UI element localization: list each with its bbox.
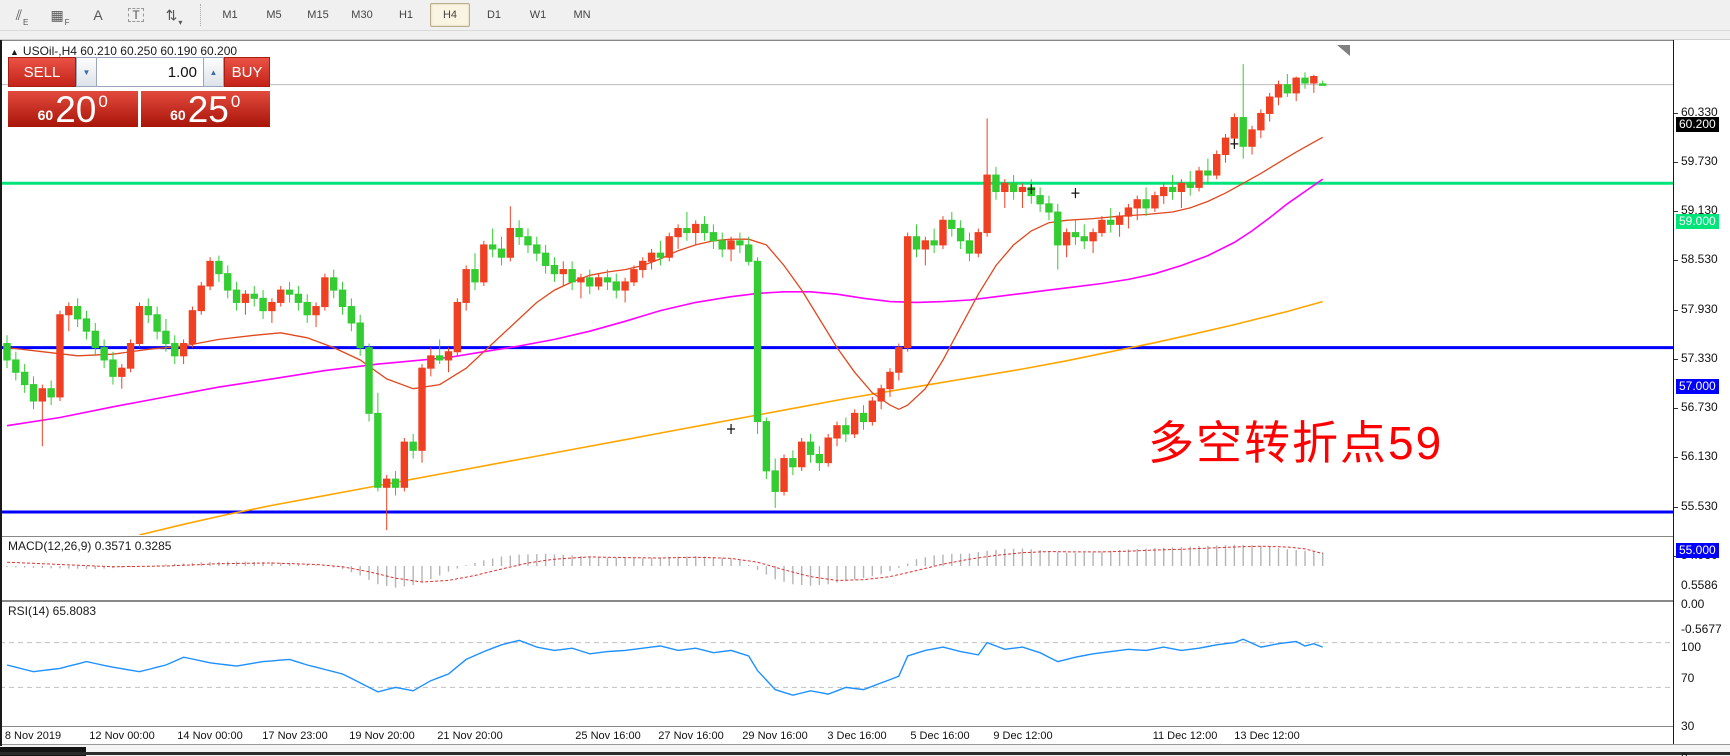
bottom-panel-edge [0,744,1730,756]
macd-axis-label: -0.5677 [1681,622,1722,636]
sell-price-pipette: 0 [98,92,108,111]
chart-window: ▲ USOil-,H4 60.210 60.250 60.190 60.200 S… [0,40,1730,756]
terminal-panel-stub [0,747,86,756]
buy-price-main: 25 [187,89,229,130]
time-axis-label: 14 Nov 00:00 [177,730,243,742]
candlestick-chart[interactable] [0,41,1674,535]
timeframe-m5[interactable]: M5 [266,9,282,21]
time-axis-label: 3 Dec 16:00 [827,730,887,742]
price-tick-mark [1674,211,1678,212]
time-axis-label: 17 Nov 23:00 [262,730,328,742]
macd-chart[interactable] [0,537,1674,598]
drawing-tools: ⫽ E ▦ F A T ⇅ ▾ [0,3,186,27]
price-tick-label: 59.130 [1681,203,1718,217]
timeframe-m30[interactable]: M30 [351,9,373,21]
price-tick-label: 57.330 [1681,351,1718,365]
price-tick-mark [1674,457,1678,458]
rsi-label: RSI(14) 65.8083 [8,604,97,618]
toolbar: ⫽ E ▦ F A T ⇅ ▾ M1 M5 M15 M30 H1 H4 D1 W1 MN [0,0,1730,31]
price-tick-label: 58.530 [1681,252,1718,266]
price-tick-mark [1674,113,1678,114]
rsi-axis-label: 100 [1681,640,1702,654]
sell-button[interactable]: SELL [8,57,76,87]
rsi-indicator-panel[interactable]: RSI(14) 65.8083 [0,600,1674,727]
time-axis[interactable]: 8 Nov 2019 12 Nov 00:00 14 Nov 00:00 17 Nov… [0,726,1730,745]
timeframe-m1[interactable]: M1 [222,9,238,21]
one-click-trade-widget: SELL ▼ ▲ BUY 60 20 0 60 25 0 [8,57,270,130]
sell-price-prefix: 60 [37,107,54,123]
time-axis-label: 13 Dec 12:00 [1234,730,1300,742]
macd-axis-label: 0.5586 [1681,578,1718,592]
panel-divider [0,752,1730,755]
toolbar-separator [200,4,202,26]
time-axis-label: 11 Dec 12:00 [1152,730,1218,742]
collapse-icon[interactable]: ▲ [10,47,19,57]
time-axis-label: 27 Nov 16:00 [658,730,724,742]
rsi-axis-label: 30 [1681,719,1695,733]
chart-left-border [0,40,2,746]
buy-price-prefix: 60 [170,107,186,123]
rsi-axis-label: 0 [1681,751,1688,756]
axis-border [1673,40,1674,744]
symbol-ohlc-text: USOil-,H4 60.210 60.250 60.190 60.200 [22,44,238,58]
price-tick-mark [1674,162,1678,163]
volume-decrease-button[interactable]: ▼ [76,57,97,87]
timeframe-d1[interactable]: D1 [486,9,502,21]
price-level-box: 60.200 [1676,117,1719,132]
sell-price-display[interactable]: 60 20 0 [8,89,138,130]
rsi-axis-label: 70 [1681,671,1695,685]
buy-price-pipette: 0 [230,92,241,111]
sell-price-main: 20 [55,89,97,130]
price-tick-label: 59.730 [1681,154,1718,168]
time-axis-label: 29 Nov 16:00 [742,730,808,742]
buy-button[interactable]: BUY [224,57,270,87]
price-tick-label: 57.930 [1681,302,1718,316]
volume-increase-button[interactable]: ▲ [203,57,224,87]
macd-axis-label: 0.00 [1681,597,1705,611]
fibonacci-grid-icon[interactable]: ▦ F [50,7,70,27]
time-axis-label: 8 Nov 2019 [4,730,62,742]
symbol-header: ▲ USOil-,H4 60.210 60.250 60.190 60.200 [10,44,237,58]
time-axis-label: 19 Nov 20:00 [349,730,415,742]
timeframe-buttons: M1 M5 M15 M30 H1 H4 D1 W1 MN [210,3,602,27]
price-tick-mark [1674,260,1678,261]
price-level-box: 55.000 [1676,543,1719,558]
timeframe-h4[interactable]: H4 [430,3,470,27]
macd-label: MACD(12,26,9) 0.3571 0.3285 [8,539,172,553]
timeframe-mn[interactable]: MN [573,9,591,21]
time-axis-label: 21 Nov 20:00 [437,730,503,742]
timeframe-w1[interactable]: W1 [529,9,547,21]
macd-indicator-panel[interactable]: MACD(12,26,9) 0.3571 0.3285 [0,536,1674,599]
price-tick-label: 60.330 [1681,105,1718,119]
price-chart-panel[interactable]: ▲ USOil-,H4 60.210 60.250 60.190 60.200 S… [0,40,1674,536]
volume-input[interactable] [97,57,203,87]
arrows-icon[interactable]: ⇅ ▾ [165,7,183,27]
price-level-box: 59.000 [1676,214,1719,229]
chart-text-annotation: 多空转折点59 [1148,417,1444,469]
timeframe-m15[interactable]: M15 [307,9,329,21]
timeframe-h1[interactable]: H1 [398,9,414,21]
equidistant-channel-icon[interactable]: ⫽ E [15,7,29,27]
price-tick-label: 55.530 [1681,499,1718,513]
time-axis-label: 25 Nov 16:00 [575,730,641,742]
buy-price-display[interactable]: 60 25 0 [140,89,270,130]
price-axis[interactable]: 60.330 59.730 59.130 58.530 57.930 57.330 56.7… [1674,40,1730,756]
price-tick-mark [1674,507,1678,508]
time-axis-label: 5 Dec 16:00 [910,730,970,742]
price-level-box: 57.000 [1676,379,1719,394]
price-tick-label: 56.130 [1681,449,1718,463]
time-axis-label: 12 Nov 00:00 [89,730,155,742]
price-tick-label: 56.730 [1681,400,1718,414]
rsi-chart[interactable] [0,602,1674,725]
text-label-icon[interactable]: A [93,7,103,23]
price-tick-mark [1674,408,1678,409]
price-tick-mark [1674,359,1678,360]
price-tick-mark [1674,310,1678,311]
time-axis-label: 9 Dec 12:00 [993,730,1053,742]
text-box-icon[interactable]: T [124,3,148,27]
toolbar-substrip [0,31,1730,40]
